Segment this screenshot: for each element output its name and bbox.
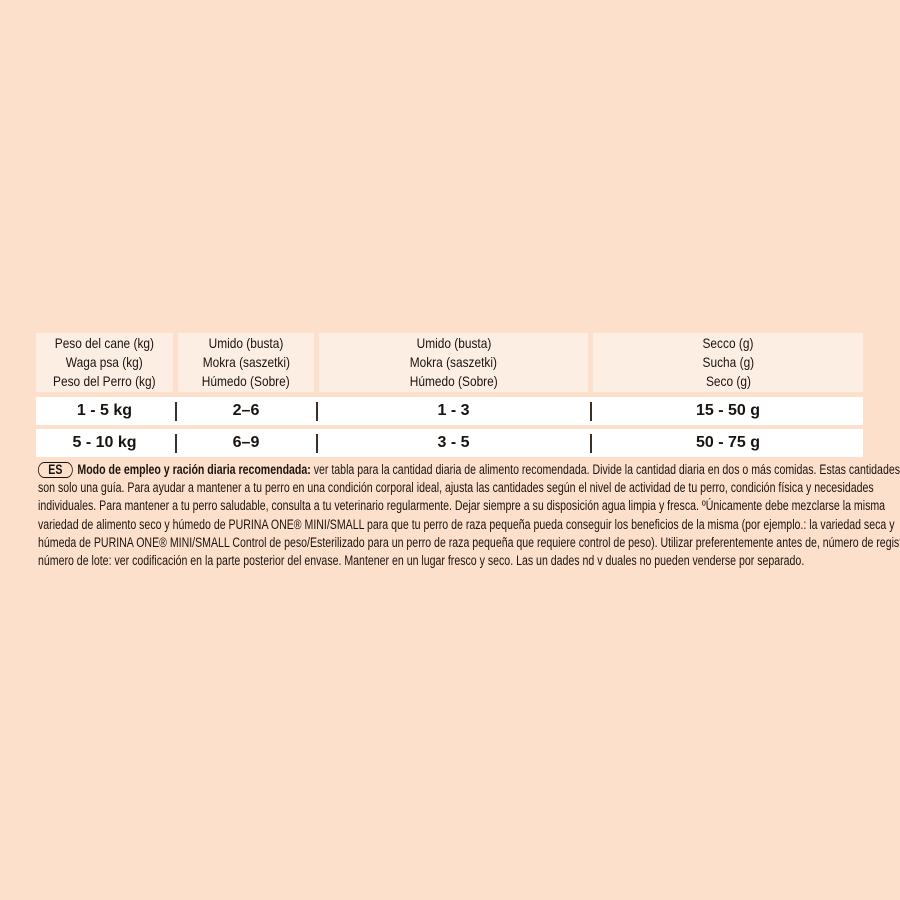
text-line: ES Modo de empleo y ración diaria recomen… <box>38 461 900 479</box>
table-row: 1 - 5 kg 2–6 1 - 3 15 - 50 g <box>36 397 863 425</box>
divider <box>316 434 318 453</box>
text-span: ver tabla para la cantidad diaria de ali… <box>310 462 900 477</box>
header-line: Umido (busta) <box>208 335 284 351</box>
header-line: Secco (g) <box>702 335 754 351</box>
header-line: Seco (g) <box>705 373 751 389</box>
text-line: húmeda de PURINA ONE® MINI/SMALL Control… <box>38 534 900 550</box>
header-wet-1: Umido (busta) Mokra (saszetki) Húmedo (S… <box>178 333 314 392</box>
divider <box>316 402 318 421</box>
header-line: Peso del Perro (kg) <box>53 373 156 389</box>
header-line: Sucha (g) <box>702 354 754 370</box>
header-dry: Secco (g) Sucha (g) Seco (g) <box>593 333 863 392</box>
table-cell: 1 - 3 <box>437 402 470 419</box>
header-line: Mokra (saszetki) <box>409 354 498 370</box>
divider <box>590 434 592 453</box>
header-line: Húmedo (Sobre) <box>409 373 498 389</box>
divider <box>175 434 177 453</box>
header-line: Umido (busta) <box>416 335 491 351</box>
text-line: individuales. Para mantener a tu perro s… <box>38 498 886 514</box>
table-cell: 3 - 5 <box>437 434 470 451</box>
table-row: 5 - 10 kg 6–9 3 - 5 50 - 75 g <box>36 429 863 457</box>
table-cell: 6–9 <box>232 434 260 451</box>
header-line: Húmedo (Sobre) <box>202 373 290 389</box>
table-cell: 50 - 75 g <box>695 434 761 451</box>
header-line: Mokra (saszetki) <box>202 354 290 370</box>
table-cell: 5 - 10 kg <box>72 434 137 451</box>
table-cell: 1 - 5 kg <box>76 402 133 419</box>
language-badge: ES <box>38 462 73 478</box>
table-cell: 15 - 50 g <box>695 402 761 419</box>
divider <box>590 402 592 421</box>
header-line: Peso del cane (kg) <box>54 335 155 351</box>
text-line: variedad de alimento seco y húmedo de PU… <box>38 516 895 532</box>
header-line: Waga psa (kg) <box>66 354 143 370</box>
header-dog-weight: Peso del cane (kg) Waga psa (kg) Peso de… <box>36 333 173 392</box>
text-line: son solo una guía. Para ayudar a mantene… <box>38 480 874 496</box>
header-wet-2: Umido (busta) Mokra (saszetki) Húmedo (S… <box>319 333 588 392</box>
divider <box>175 402 177 421</box>
instructions-text: ES Modo de empleo y ración diaria recomen… <box>38 461 900 570</box>
text-line: número de lote: ver codificación en la p… <box>38 553 805 569</box>
instructions-heading: Modo de empleo y ración diaria recomenda… <box>77 462 311 477</box>
table-cell: 2–6 <box>232 402 260 419</box>
